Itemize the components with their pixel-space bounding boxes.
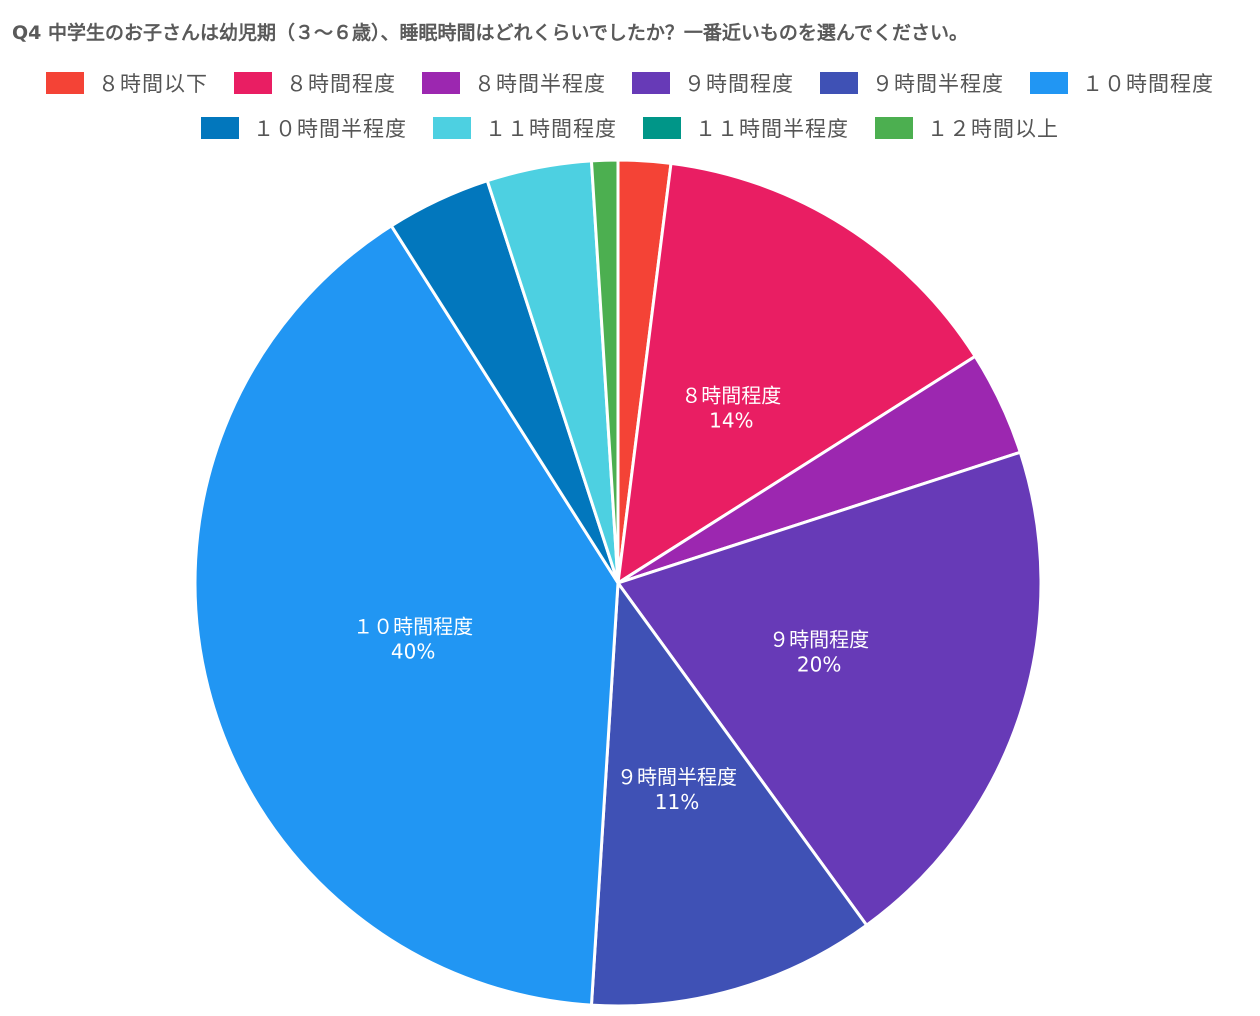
legend-swatch <box>433 117 471 139</box>
legend-label: １１時間程度 <box>485 117 617 141</box>
legend-swatch <box>46 72 84 94</box>
slice-label-percent: 20% <box>797 652 841 676</box>
legend-label: ８時間以下 <box>98 72 208 96</box>
legend-item[interactable]: ８時間以下 <box>46 68 208 98</box>
legend-swatch <box>422 72 460 94</box>
legend-item[interactable]: ９時間程度 <box>632 68 794 98</box>
legend-label: １０時間程度 <box>1082 72 1214 96</box>
legend-label: １０時間半程度 <box>253 117 407 141</box>
slice-label-name: ８時間程度 <box>681 383 781 407</box>
slice-label-name: １０時間程度 <box>353 615 473 639</box>
legend-swatch <box>632 72 670 94</box>
legend-label: ８時間程度 <box>286 72 396 96</box>
slice-label-name: ９時間半程度 <box>617 765 737 789</box>
slice-label-percent: 40% <box>391 640 435 664</box>
legend-swatch <box>820 72 858 94</box>
chart-title: Q4 中学生のお子さんは幼児期（３〜６歳）、睡眠時間はどれくらいでしたか？一番近… <box>12 22 968 44</box>
pie-slice[interactable] <box>616 161 978 586</box>
legend-item[interactable]: ８時間程度 <box>234 68 396 98</box>
legend-item[interactable]: １０時間半程度 <box>201 113 407 143</box>
legend-row-1: ８時間以下 ８時間程度 ８時間半程度 ９時間程度 ９時間半程度 １０時間程度 <box>0 68 1260 98</box>
legend-label: ９時間半程度 <box>872 72 1004 96</box>
legend-swatch <box>1030 72 1068 94</box>
legend-item[interactable]: １２時間以上 <box>875 113 1059 143</box>
legend-item[interactable]: ９時間半程度 <box>820 68 1004 98</box>
legend-row-2: １０時間半程度 １１時間程度 １１時間半程度 １２時間以上 <box>0 113 1260 143</box>
pie-slice[interactable] <box>589 578 869 1008</box>
legend-swatch <box>875 117 913 139</box>
legend-item[interactable]: ８時間半程度 <box>422 68 606 98</box>
legend-label: １２時間以上 <box>927 117 1059 141</box>
pie-slice[interactable] <box>589 158 620 584</box>
pie-slice[interactable] <box>615 450 1043 928</box>
slice-label-percent: 11% <box>655 790 699 814</box>
slice-label-percent: 14% <box>709 408 753 432</box>
legend-swatch <box>234 72 272 94</box>
legend-label: ８時間半程度 <box>474 72 606 96</box>
legend-item[interactable]: １０時間程度 <box>1030 68 1214 98</box>
pie-slice[interactable] <box>193 223 620 1007</box>
legend-item[interactable]: １１時間程度 <box>433 113 617 143</box>
slice-label-name: ９時間程度 <box>769 627 869 651</box>
legend-item[interactable]: １１時間半程度 <box>643 113 849 143</box>
legend-swatch <box>643 117 681 139</box>
legend-label: １１時間半程度 <box>695 117 849 141</box>
legend-swatch <box>201 117 239 139</box>
legend-label: ９時間程度 <box>684 72 794 96</box>
